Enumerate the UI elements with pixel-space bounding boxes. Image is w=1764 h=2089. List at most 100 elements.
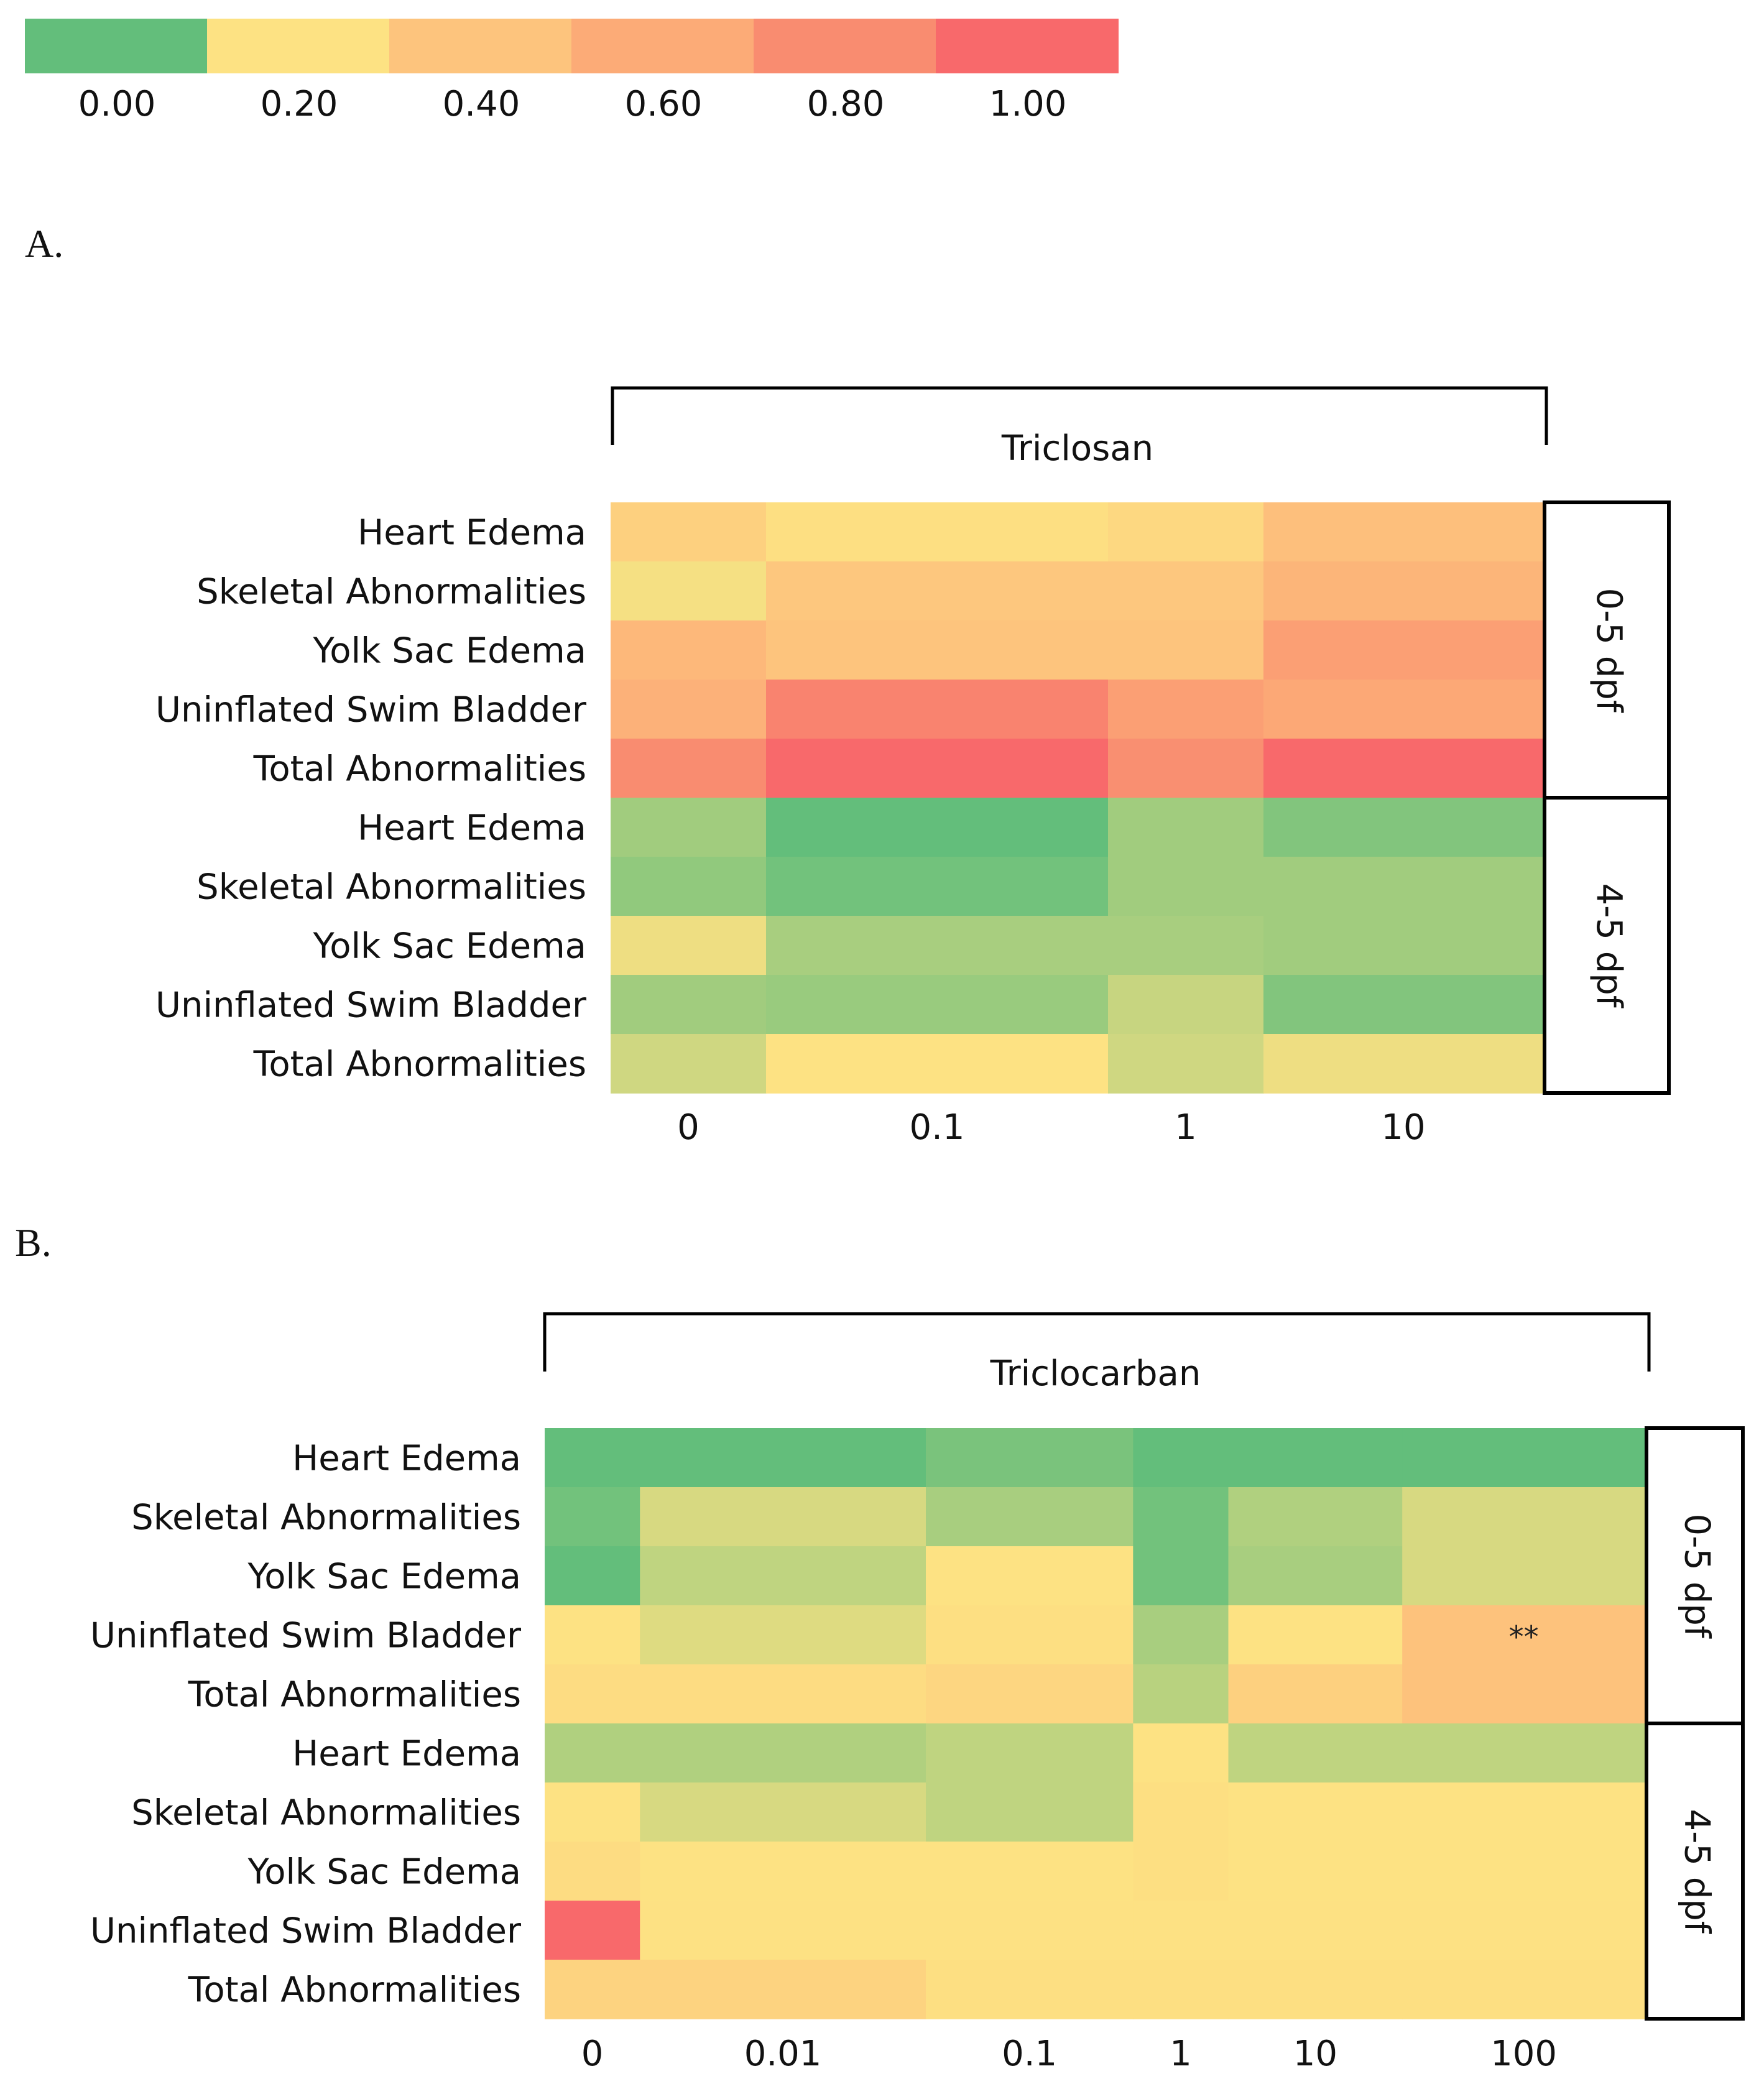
- column-tick-label: 0.1: [909, 1107, 964, 1148]
- heatmap-cell: [611, 680, 767, 739]
- row-label: Total Abnormalities: [253, 1044, 586, 1085]
- heatmap-cell: [766, 857, 1109, 916]
- row-label: Skeletal Abnormalities: [196, 572, 586, 612]
- heatmap-cell: [1402, 1605, 1646, 1665]
- row-label: Uninflated Swim Bladder: [155, 690, 587, 731]
- row-label: Skeletal Abnormalities: [131, 1498, 521, 1538]
- heatmap-cell: [611, 916, 767, 975]
- panel-a-label: A.: [25, 221, 63, 265]
- heatmap-cell: [1133, 1842, 1229, 1901]
- heatmap-cell: [1228, 1960, 1403, 2019]
- heatmap-cell: [1108, 1034, 1264, 1094]
- legend-tick-label: 0.60: [625, 84, 703, 124]
- heatmap-cell: [1402, 1782, 1646, 1842]
- column-tick-label: 10: [1381, 1107, 1425, 1148]
- legend-tick-label: 0.40: [443, 84, 520, 124]
- heatmap-cell: [1108, 916, 1264, 975]
- legend-swatch: [207, 19, 390, 73]
- heatmap-cell: [1108, 798, 1264, 857]
- column-tick-label: 0.01: [744, 2034, 822, 2074]
- group-label: 4-5 dpf: [1676, 1809, 1717, 1934]
- heatmap-cell: [545, 1901, 640, 1960]
- heatmap-cell: [926, 1664, 1134, 1724]
- panel-b-label: B.: [15, 1220, 52, 1265]
- heatmap-cell: [545, 1487, 640, 1547]
- heatmap-cell: [766, 502, 1109, 562]
- heatmap-cell: [1263, 1034, 1544, 1094]
- row-label: Uninflated Swim Bladder: [155, 985, 587, 1026]
- heatmap-cell: [1108, 739, 1264, 798]
- heatmap-cell: [1402, 1546, 1646, 1606]
- heatmap-cell: [926, 1605, 1134, 1665]
- legend-swatch: [571, 19, 754, 73]
- column-tick-label: 0.1: [1002, 2034, 1057, 2074]
- heatmap-cell: [926, 1901, 1134, 1960]
- heatmap-cell: [545, 1723, 640, 1783]
- heatmap-cell: [640, 1782, 926, 1842]
- heatmap-cell: [926, 1842, 1134, 1901]
- heatmap-cell: [1263, 798, 1544, 857]
- panel-a-title: Triclosan: [1001, 428, 1153, 469]
- heatmap-cell: [1133, 1723, 1229, 1783]
- row-label: Yolk Sac Edema: [312, 926, 586, 967]
- heatmap-cell: [766, 739, 1109, 798]
- heatmap-cell: [640, 1960, 926, 2019]
- heatmap-cell: [640, 1487, 926, 1547]
- heatmap-cell: [611, 975, 767, 1035]
- heatmap-cell: [1133, 1546, 1229, 1606]
- heatmap-cell: [1133, 1487, 1229, 1547]
- heatmap-cell: [1133, 1901, 1229, 1960]
- panel-b-title: Triclocarban: [990, 1353, 1201, 1394]
- row-label: Heart Edema: [292, 1734, 521, 1774]
- heatmap-cell: [1108, 857, 1264, 916]
- heatmap-cell: [640, 1842, 926, 1901]
- heatmap-cell: [926, 1487, 1134, 1547]
- heatmap-cell: [926, 1960, 1134, 2019]
- heatmap-cell: [640, 1664, 926, 1724]
- legend-tick-label: 0.00: [78, 84, 156, 124]
- heatmap-cell: [1228, 1546, 1403, 1606]
- heatmap-cell: [640, 1546, 926, 1606]
- heatmap-cell: [1263, 916, 1544, 975]
- heatmap-cell: [1228, 1664, 1403, 1724]
- heatmap-cell: [1133, 1428, 1229, 1488]
- row-label: Yolk Sac Edema: [312, 631, 586, 671]
- heatmap-cell: [1228, 1901, 1403, 1960]
- heatmap-cell: [1108, 975, 1264, 1035]
- heatmap-cell: [1108, 680, 1264, 739]
- heatmap-cell: [1228, 1782, 1403, 1842]
- legend-tick-label: 1.00: [989, 84, 1067, 124]
- heatmap-cell: [766, 975, 1109, 1035]
- heatmap-cell: [640, 1723, 926, 1783]
- heatmap-cell: [1263, 620, 1544, 680]
- heatmap-cell: [545, 1842, 640, 1901]
- heatmap-cell: [1402, 1723, 1646, 1783]
- heatmap-cell: [1263, 502, 1544, 562]
- heatmap-cell: [1108, 502, 1264, 562]
- group-box: [1645, 1426, 1745, 1725]
- heatmap-cell: [1263, 680, 1544, 739]
- heatmap-cell: [766, 620, 1109, 680]
- row-label: Total Abnormalities: [188, 1675, 521, 1715]
- column-tick-label: 1: [1170, 2034, 1192, 2074]
- heatmap-cell: [611, 1034, 767, 1094]
- column-tick-label: 1: [1175, 1107, 1197, 1148]
- legend-swatch: [754, 19, 936, 73]
- heatmap-cell: [611, 620, 767, 680]
- heatmap-cell: [926, 1428, 1134, 1488]
- heatmap-cell: [1402, 1664, 1646, 1724]
- row-label: Heart Edema: [358, 513, 586, 553]
- heatmap-cell: [926, 1782, 1134, 1842]
- group-label: 0-5 dpf: [1676, 1513, 1717, 1638]
- row-label: Total Abnormalities: [188, 1970, 521, 2011]
- panel-a-bracket: [611, 386, 1548, 445]
- heatmap-cell: [611, 561, 767, 621]
- heatmap-cell: [640, 1605, 926, 1665]
- heatmap-cell: [1402, 1428, 1646, 1488]
- column-tick-label: 10: [1293, 2034, 1337, 2074]
- heatmap-cell: [1133, 1960, 1229, 2019]
- group-box: [1645, 1722, 1745, 2021]
- heatmap-cell: [545, 1960, 640, 2019]
- heatmap-cell: [545, 1428, 640, 1488]
